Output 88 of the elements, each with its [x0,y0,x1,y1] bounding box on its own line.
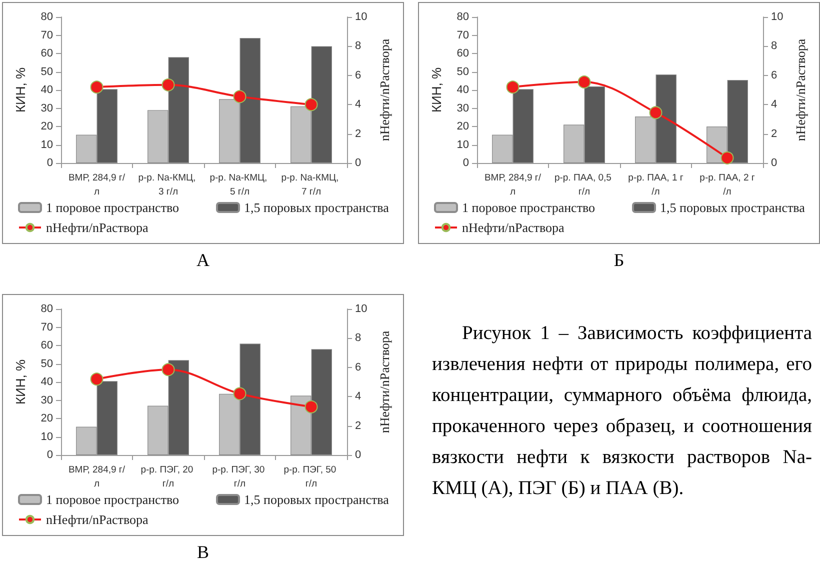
legend-label: nНефти/nРаствора [46,512,148,527]
y2-tick-label: 10 [771,11,784,23]
legend-label: 1,5 поровых пространства [244,200,390,215]
y2-tick-label: 6 [771,69,778,82]
point [233,90,246,104]
y-tick-label: 80 [40,303,53,315]
y-tick-label: 20 [456,120,469,132]
x-tick-label: р-р. Na-КМЦ, 7 г/л [281,172,342,198]
y-tick-label: 40 [456,84,469,96]
text: В [196,541,210,563]
y-axis-title: КИН, % [429,67,444,113]
y-tick-label: 0 [462,157,469,169]
y-tick-label: 0 [46,157,53,169]
point [578,75,591,88]
y-tick-label: 10 [456,138,469,151]
y2-tick-label: 0 [355,157,362,169]
text: Рисунок 1 – Зависимость коэффициента извлечения нефти от природы полимера, его концентрации, суммарного объёма флюида, прокаченного через образец, и соотношения вязкости нефти к вязкости растворов Na-КМЦ (А), ПЭГ (Б) и ПАА (В). [432,322,812,501]
y-tick-label: 50 [40,66,53,78]
x-tick-label: ВМР, 284,9 г/л [68,464,126,490]
y-tick-label: 60 [456,48,469,60]
y2-axis-title: nНефти/nРаствора [377,38,392,142]
y-tick-label: 60 [40,340,53,352]
x-tick-label: р-р. ПАА, 1 г/л [628,172,684,198]
x-tick-label: р-р. ПАА, 0,5 г/л [554,172,614,198]
point [506,80,520,94]
y2-tick-label: 4 [771,98,778,111]
y-tick-label: 50 [456,66,469,78]
y-axis-title: КИН, % [13,67,28,113]
y-tick-label: 70 [40,29,53,42]
x-tick-label: р-р. ПЭГ, 30 г/л [212,464,268,490]
y2-tick-label: 4 [355,98,362,111]
y-tick-label: 70 [456,29,469,42]
y-tick-label: 10 [40,430,53,443]
text: А [196,249,210,271]
y2-tick-label: 8 [355,40,362,52]
y-tick-label: 20 [40,120,53,132]
y2-tick-label: 10 [355,11,368,23]
point [304,400,318,414]
x-tick-label: ВМР, 284,9 г/л [68,172,126,198]
y2-tick-label: 8 [771,40,778,52]
point [233,387,246,400]
y2-tick-label: 2 [771,128,778,140]
y-tick-label: 40 [40,376,53,388]
y-tick-label: 60 [40,48,53,60]
y2-tick-label: 10 [355,303,368,315]
y-tick-label: 30 [40,394,53,406]
legend-label: 1 поровое пространство [462,200,596,215]
y-tick-label: 40 [40,84,53,96]
y-tick-label: 80 [456,11,469,23]
x-tick-label: р-р. ПАА, 2 г/л [700,172,756,198]
legend-label: nНефти/nРаствора [462,220,564,235]
x-tick-label: р-р. ПЭГ, 20 г/л [140,464,196,490]
y2-tick-label: 0 [355,449,362,461]
x-tick-label: р-р. Na-КМЦ, 5 г/л [210,172,270,198]
y-tick-label: 0 [46,449,53,461]
y-tick-label: 30 [40,102,53,114]
point [162,78,175,92]
y2-tick-label: 6 [355,69,362,82]
y2-tick-label: 6 [355,361,362,374]
legend-label: 1 поровое пространство [46,492,180,507]
point [162,363,175,376]
legend-label: 1,5 поровых пространства [660,200,806,215]
y-tick-label: 80 [40,11,53,23]
y2-tick-label: 0 [771,157,778,169]
point [90,372,104,386]
y2-axis-title: nНефти/nРаствора [793,38,808,142]
y-tick-label: 70 [40,321,53,334]
y-tick-label: 50 [40,358,53,370]
point [720,151,734,164]
x-tick-label: ВМР, 284,9 г/л [484,172,542,198]
y2-tick-label: 2 [355,128,362,140]
legend-label: 1,5 поровых пространства [244,492,390,507]
y-axis-title: КИН, % [13,359,28,405]
legend-label: nНефти/nРаствора [46,220,148,235]
y2-tick-label: 4 [355,390,362,403]
x-tick-label: р-р. Na-КМЦ, 3 г/л [138,172,198,198]
point [649,106,662,120]
y-tick-label: 20 [40,412,53,424]
y-tick-label: 10 [40,138,53,151]
point [304,98,318,112]
point [90,80,104,94]
y2-tick-label: 2 [355,420,362,432]
y2-axis-title: nНефти/nРаствора [377,330,392,434]
x-tick-label: р-р. ПЭГ, 50 г/л [284,464,339,490]
y2-tick-label: 8 [355,332,362,344]
y-tick-label: 30 [456,102,469,114]
legend-label: 1 поровое пространство [46,200,180,215]
text: Б [612,249,626,271]
